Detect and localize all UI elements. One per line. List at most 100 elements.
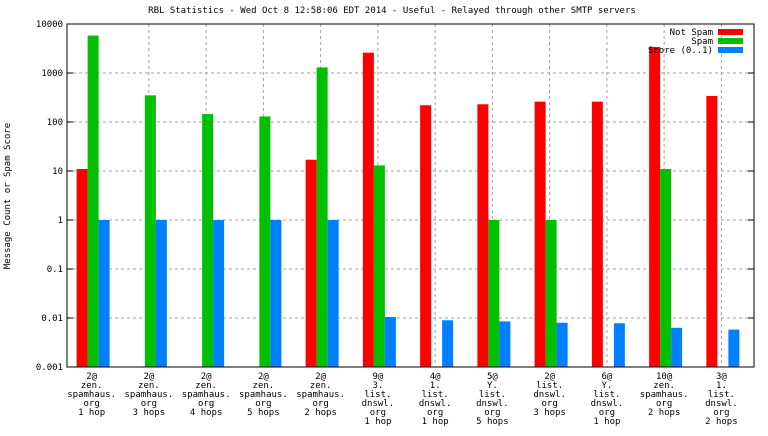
x-tick-label: org: [656, 399, 672, 409]
y-tick-label: 10: [52, 167, 63, 177]
x-tick-label: dnswl.: [705, 399, 738, 409]
x-tick-label: spamhaus.: [182, 390, 231, 400]
x-tick-label: org: [198, 399, 214, 409]
x-tick-label: spamhaus.: [239, 390, 288, 400]
bar-not-spam: [477, 104, 489, 368]
bar-score-: [671, 327, 683, 367]
x-tick-label: zen.: [310, 381, 332, 391]
x-tick-label: zen.: [653, 381, 675, 391]
x-tick-label: spamhaus.: [124, 390, 173, 400]
x-tick-label: org: [484, 408, 500, 418]
x-tick-label: 2@: [86, 372, 97, 382]
legend-label: Not Spam: [670, 28, 713, 38]
x-tick-label: 2@: [201, 372, 212, 382]
x-tick-label: 2@: [258, 372, 269, 382]
x-tick-label: org: [599, 408, 615, 418]
plot-frame: [66, 23, 755, 368]
x-tick-label: org: [713, 408, 729, 418]
bar-spam: [87, 35, 99, 367]
bar-spam: [545, 220, 557, 367]
bar-not-spam: [362, 52, 374, 367]
bar-not-spam: [591, 101, 603, 367]
bar-spam: [488, 220, 500, 367]
x-tick-label: 6@: [601, 372, 612, 382]
x-tick-label: dnswl.: [476, 399, 509, 409]
y-ticks: 10000 1000 100 10 1 0.1 0.01 0.001: [36, 20, 754, 373]
y-tick-label: 0.1: [47, 265, 63, 275]
x-tick-label: org: [541, 399, 557, 409]
x-tick-label: 5 hops: [476, 417, 509, 427]
x-tick-label: org: [312, 399, 328, 409]
x-tick-label: 3 hops: [133, 408, 166, 418]
bar-score-: [327, 220, 339, 367]
bar-score-: [556, 322, 568, 367]
x-tick-label: list.: [422, 390, 449, 400]
legend-label: Spam: [691, 37, 713, 47]
x-tick-label: 1 hop: [422, 417, 449, 427]
x-tick-label: org: [83, 399, 99, 409]
bar-score-: [155, 220, 167, 367]
x-tick-label: list.: [593, 390, 620, 400]
x-tick-label: 3 hops: [533, 408, 566, 418]
bar-not-spam: [420, 105, 432, 368]
legend-swatch: [718, 47, 743, 53]
bar-not-spam: [534, 101, 546, 367]
x-tick-label: Y.: [487, 381, 498, 391]
x-tick-label: list.: [479, 390, 506, 400]
chart-title: RBL Statistics - Wed Oct 8 12:58:06 EDT …: [148, 6, 636, 16]
x-tick-label: dnswl.: [362, 399, 395, 409]
x-tick-label: list.: [536, 381, 563, 391]
x-tick-label: 4@: [430, 372, 441, 382]
x-tick-label: 1 hop: [364, 417, 391, 427]
x-tick-label: list.: [708, 390, 735, 400]
x-tick-label: org: [370, 408, 386, 418]
bar-score-: [499, 321, 511, 367]
x-tick-label: 5 hops: [247, 408, 280, 418]
x-tick-label: 2@: [143, 372, 154, 382]
bar-score-: [442, 320, 454, 367]
x-tick-label: spamhaus.: [640, 390, 689, 400]
bar-spam: [259, 116, 271, 367]
x-tick-label: 2 hops: [304, 408, 337, 418]
bar-not-spam: [706, 95, 718, 368]
legend-label: Score (0..1): [648, 46, 713, 56]
grid: [67, 24, 754, 367]
x-tick-label: 5@: [487, 372, 498, 382]
x-tick-label: 4 hops: [190, 408, 223, 418]
x-tick-label: org: [255, 399, 271, 409]
x-tick-label: 1.: [430, 381, 441, 391]
x-tick-label: org: [141, 399, 157, 409]
bar-spam: [202, 114, 214, 368]
x-tick-label: dnswl.: [533, 390, 566, 400]
y-tick-label: 0.001: [36, 363, 63, 373]
x-tick-label: spamhaus.: [296, 390, 345, 400]
legend-swatch: [718, 29, 743, 35]
bar-spam: [660, 168, 672, 367]
bar-score-: [98, 220, 110, 367]
x-tick-label: 3.: [372, 381, 383, 391]
y-tick-label: 10000: [36, 20, 63, 30]
x-tick-label: zen.: [195, 381, 217, 391]
x-tick-label: 2 hops: [705, 417, 738, 427]
x-tick-label: 1.: [716, 381, 727, 391]
bar-score-: [728, 329, 740, 367]
y-tick-label: 1000: [41, 69, 63, 79]
x-tick-label: spamhaus.: [67, 390, 116, 400]
x-tick-label: list.: [364, 390, 391, 400]
legend-swatch: [718, 38, 743, 44]
x-tick-label: dnswl.: [419, 399, 452, 409]
x-tick-label: dnswl.: [591, 399, 624, 409]
x-tick-label: 2@: [315, 372, 326, 382]
x-tick-label: Y.: [601, 381, 612, 391]
bar-spam: [316, 67, 328, 367]
bar-spam: [373, 165, 385, 367]
y-axis-label: Message Count or Spam Score: [3, 123, 13, 269]
bar-score-: [613, 323, 625, 367]
bar-score-: [270, 220, 282, 367]
x-tick-label: 2 hops: [648, 408, 681, 418]
x-tick-label: 3@: [716, 372, 727, 382]
y-tick-label: 0.01: [41, 314, 63, 324]
x-tick-label: 10@: [656, 372, 673, 382]
